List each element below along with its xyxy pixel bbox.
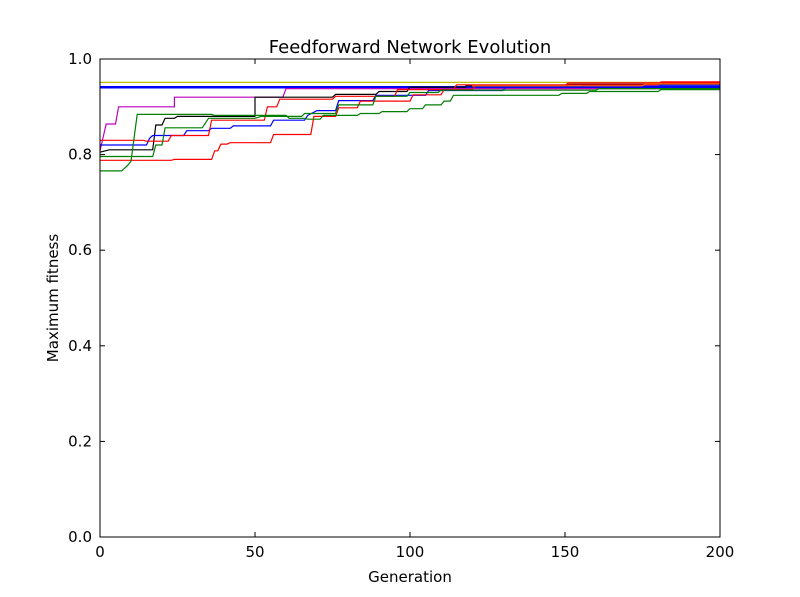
y-tick-label: 0.6: [68, 241, 92, 259]
series-line-4: [99, 83, 720, 153]
series-line-6: [100, 82, 720, 142]
series-line-8: [100, 88, 720, 172]
series-line-10: [472, 83, 720, 87]
x-tick-label: 150: [551, 543, 580, 561]
series-layer: [99, 81, 720, 172]
x-axis-label: Generation: [368, 568, 452, 586]
x-tick-label: 100: [396, 543, 425, 561]
series-line-9: [100, 87, 720, 158]
x-tick-label: 50: [245, 543, 264, 561]
x-tick-label: 200: [706, 543, 735, 561]
chart-title: Feedforward Network Evolution: [269, 37, 551, 58]
plot-frame: [99, 58, 721, 538]
tick-layer: 0 50 100 150 200 0.0 0.2 0.4 0.6 0.8 1.0: [68, 50, 734, 561]
y-tick-label: 0.8: [68, 146, 92, 164]
y-tick-label: 0.4: [68, 337, 92, 355]
y-tick-label: 0.0: [68, 528, 92, 546]
x-tick-label: 0: [95, 543, 105, 561]
y-tick-label: 1.0: [68, 50, 92, 68]
series-line-3: [99, 87, 720, 151]
y-tick-label: 0.2: [68, 432, 92, 450]
y-axis-label: Maximum fitness: [44, 234, 62, 363]
series-line-7: [100, 81, 720, 161]
